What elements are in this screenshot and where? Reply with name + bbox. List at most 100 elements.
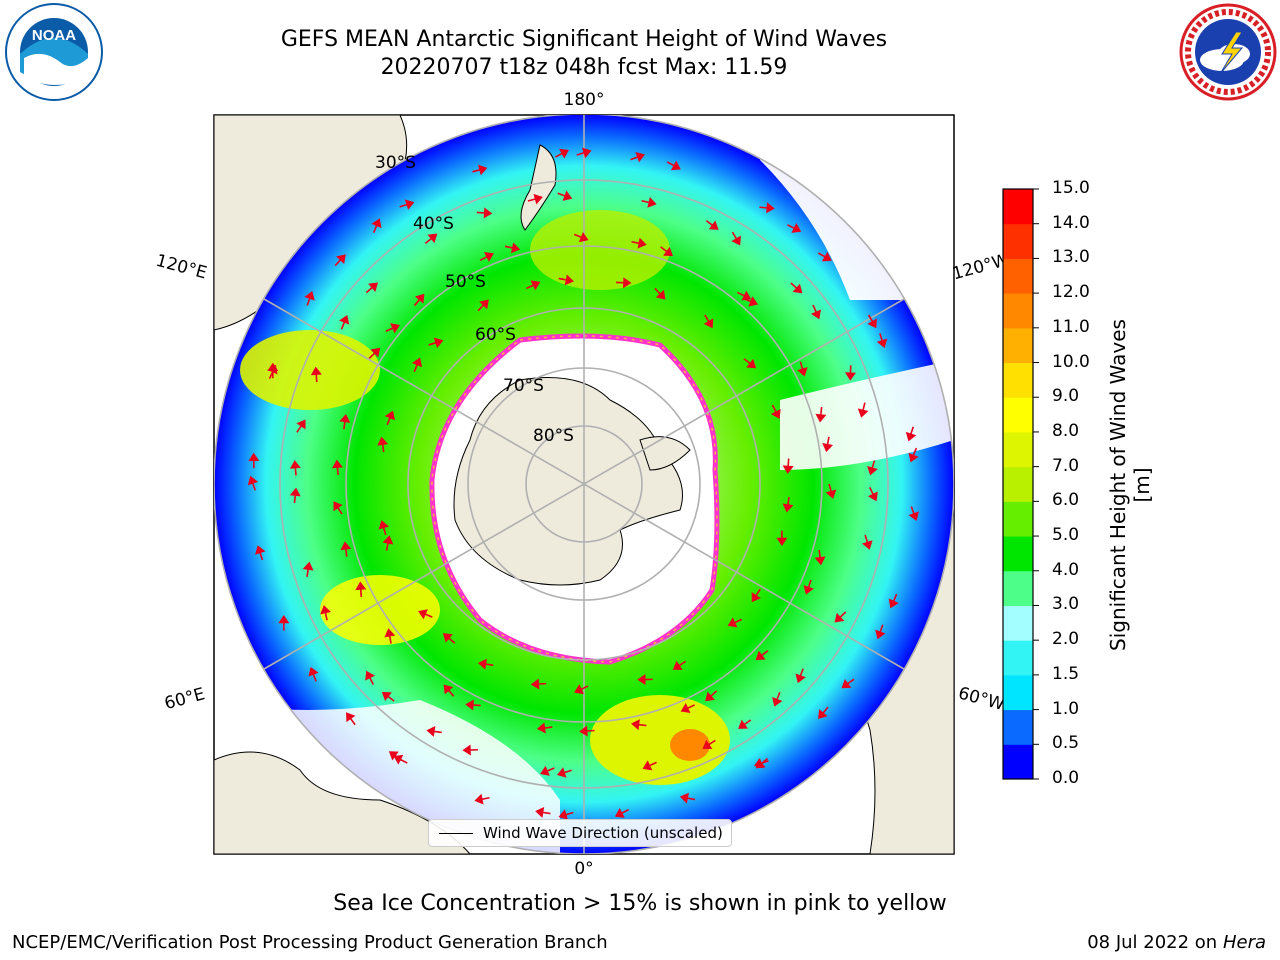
colorbar-tick-label: 1.5	[1052, 663, 1080, 684]
colorbar-tick-label: 11.0	[1052, 316, 1090, 337]
wave-direction-arrow	[462, 744, 478, 756]
no-data-pacific-east	[780, 360, 954, 470]
wave-direction-arrow	[817, 251, 832, 262]
wave-direction-arrow	[540, 765, 555, 776]
wave-direction-arrow	[755, 650, 769, 661]
wave-direction-arrow	[908, 506, 919, 522]
wave-direction-arrow	[558, 809, 574, 820]
colorbar-tick-label: 14.0	[1052, 212, 1090, 233]
colorbar-band	[1003, 709, 1033, 745]
colorbar-band	[1003, 605, 1033, 641]
colorbar-tick-label: 0.0	[1052, 768, 1080, 788]
colorbar-tick-label: 10.0	[1052, 351, 1090, 372]
wave-direction-arrow	[615, 277, 632, 289]
land-antarctica	[453, 377, 683, 586]
wave-direction-arrow	[377, 436, 389, 453]
wave-direction-arrow	[333, 501, 343, 515]
wave-direction-arrow	[320, 605, 331, 621]
wave-direction-arrow	[393, 754, 408, 765]
lon-label-0: 0°	[574, 859, 593, 879]
colorbar-tick-label: 5.0	[1052, 525, 1080, 546]
colorbar-tick-label: 7.0	[1052, 455, 1080, 476]
wave-direction-arrow	[787, 223, 802, 233]
lat-label-40s: 40°S	[413, 214, 454, 234]
wave-direction-arrow	[426, 726, 442, 737]
wave-direction-arrow	[339, 413, 351, 430]
wave-direction-arrow	[382, 535, 394, 551]
wave-direction-arrow	[365, 282, 378, 294]
colorbar-tick-label: 9.0	[1052, 386, 1080, 407]
wave-direction-arrow	[248, 452, 260, 469]
wave-direction-arrow	[705, 690, 718, 702]
wave-direction-arrow	[557, 190, 573, 201]
wave-direction-arrow	[399, 199, 415, 210]
colorbar-band	[1003, 431, 1033, 468]
wave-direction-arrow	[841, 678, 855, 689]
wave-direction-arrow	[818, 706, 829, 719]
colorbar	[1003, 188, 1039, 780]
colorbar-tick-label: 0.5	[1052, 733, 1080, 754]
colorbar-band	[1003, 744, 1033, 780]
colorbar-band	[1003, 223, 1033, 259]
lon-label-120w: 120°W	[950, 250, 1011, 284]
colorbar-band	[1003, 258, 1033, 294]
wave-direction-arrow	[579, 725, 595, 737]
colorbar-band	[1003, 362, 1033, 398]
wave-direction-arrow	[289, 487, 301, 504]
graticule	[214, 115, 954, 854]
land-new-zealand	[520, 144, 557, 231]
colorbar-band	[1003, 570, 1033, 606]
wave-direction-arrow	[614, 807, 630, 818]
wave-direction-arrow	[705, 219, 719, 230]
wave-direction-arrow	[759, 202, 775, 214]
wave-direction-arrow	[289, 460, 301, 476]
wave-direction-arrow	[477, 658, 494, 670]
wave-direction-arrow	[428, 337, 444, 349]
wave-direction-arrow	[702, 739, 716, 750]
wave-direction-arrow	[442, 633, 456, 644]
colorbar-tick-label: 8.0	[1052, 420, 1080, 441]
sea-ice-note: Sea Ice Concentration > 15% is shown in …	[333, 891, 947, 916]
wave-direction-arrow	[679, 792, 696, 804]
high-wave-area-north	[530, 210, 670, 290]
wave-direction-arrow	[247, 475, 259, 491]
high-wave-area-west	[240, 330, 380, 410]
wave-direction-arrow	[857, 402, 869, 418]
wave-direction-arrow	[474, 793, 490, 805]
legend-line-swatch	[439, 832, 473, 834]
wave-direction-arrow	[825, 483, 837, 499]
lon-label-180: 180°	[564, 90, 605, 110]
wave-direction-arrow	[381, 691, 395, 702]
wave-direction-arrow	[384, 628, 396, 644]
wave-direction-arrow	[637, 674, 653, 685]
colorbar-band	[1003, 327, 1033, 364]
wave-direction-arrow	[875, 624, 886, 640]
wave-direction-arrow	[738, 719, 752, 729]
wave-direction-arrow	[378, 520, 390, 536]
wave-direction-arrow	[797, 361, 808, 377]
colorbar-band	[1003, 397, 1033, 433]
noaa-logo: NOAA	[5, 3, 103, 101]
wave-direction-arrow	[308, 667, 319, 682]
wave-direction-arrow	[770, 404, 781, 419]
lat-label-30s: 30°S	[375, 153, 416, 173]
wave-direction-arrow	[346, 712, 356, 726]
wave-direction-arrow	[776, 530, 788, 547]
wave-direction-arrow	[680, 703, 695, 713]
wave-direction-arrow	[751, 588, 761, 603]
wave-direction-arrow	[476, 207, 493, 219]
wave-direction-arrow	[332, 459, 343, 476]
wave-direction-arrow	[302, 561, 314, 578]
wave-direction-arrow	[424, 233, 438, 245]
wave-direction-arrow	[908, 447, 919, 463]
wave-direction-arrow	[573, 231, 589, 243]
wave-direction-arrow	[867, 460, 878, 476]
wave-direction-arrow	[536, 722, 553, 734]
wave-direction-arrow	[803, 579, 814, 595]
colorbar-tick-label: 12.0	[1052, 282, 1090, 303]
wave-direction-arrow	[465, 699, 481, 711]
wave-direction-arrow	[810, 304, 822, 320]
colorbar-frame	[1002, 188, 1034, 780]
noaa-logo-text: NOAA	[32, 27, 76, 44]
